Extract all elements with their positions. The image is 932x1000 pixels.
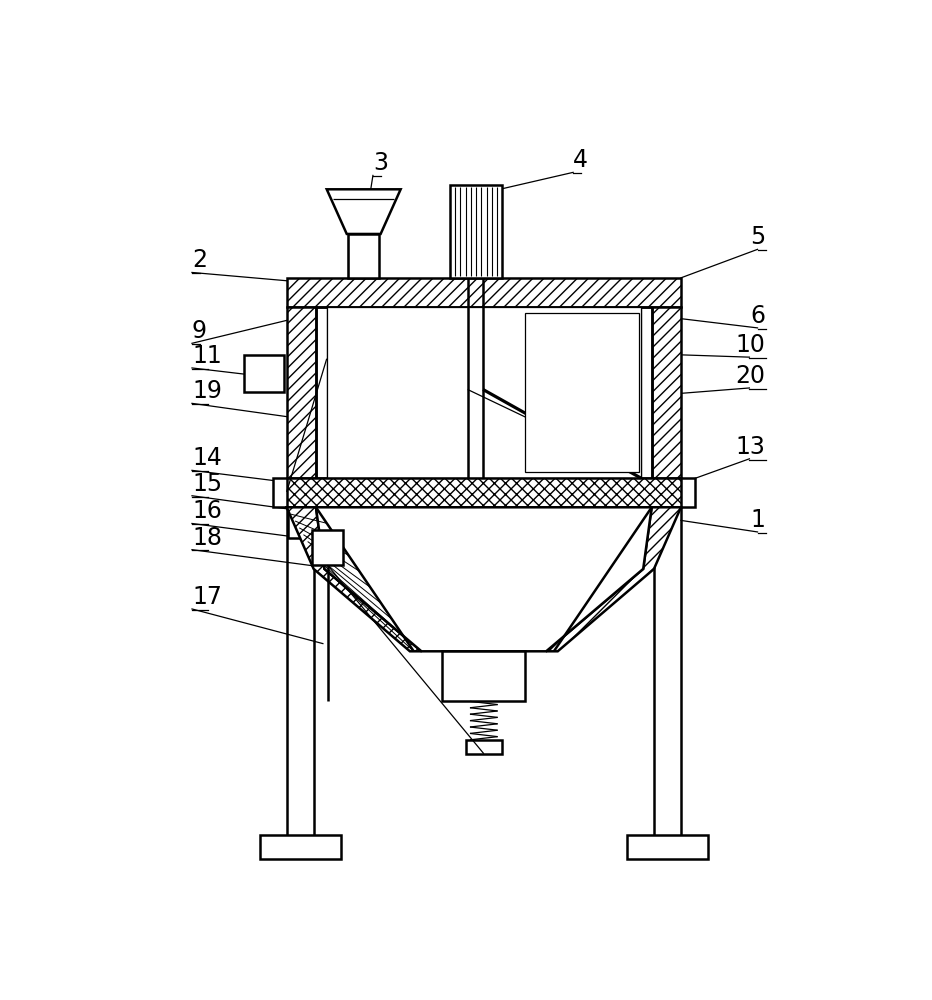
Text: 9: 9 — [192, 319, 207, 343]
Text: 2: 2 — [192, 248, 207, 272]
Bar — [287, 307, 316, 478]
Text: 1: 1 — [751, 508, 765, 532]
Text: 18: 18 — [192, 526, 222, 550]
Bar — [260, 835, 340, 859]
Text: 13: 13 — [735, 435, 765, 459]
Text: 16: 16 — [192, 499, 222, 523]
Bar — [349, 234, 379, 278]
Bar — [466, 740, 501, 754]
Polygon shape — [327, 189, 401, 234]
Bar — [679, 478, 694, 507]
Text: 5: 5 — [750, 225, 765, 249]
Bar — [651, 307, 681, 478]
Polygon shape — [287, 507, 421, 651]
Bar — [327, 307, 641, 478]
Text: 4: 4 — [573, 148, 588, 172]
Bar — [288, 507, 321, 538]
Bar — [442, 651, 526, 701]
Text: 3: 3 — [373, 151, 388, 175]
Bar — [287, 278, 681, 307]
Bar — [627, 835, 708, 859]
Polygon shape — [316, 507, 651, 651]
Text: 20: 20 — [735, 364, 765, 388]
Bar — [273, 478, 288, 507]
Text: 19: 19 — [192, 379, 222, 403]
Bar — [312, 530, 343, 565]
Bar — [450, 185, 502, 278]
Text: 15: 15 — [192, 472, 222, 496]
Bar — [526, 313, 639, 472]
Text: 10: 10 — [735, 333, 765, 357]
Bar — [244, 355, 284, 392]
Text: 11: 11 — [192, 344, 222, 368]
Bar — [287, 478, 681, 507]
Text: 17: 17 — [192, 585, 222, 609]
Text: 6: 6 — [750, 304, 765, 328]
Text: 14: 14 — [192, 446, 222, 470]
Polygon shape — [546, 507, 681, 651]
